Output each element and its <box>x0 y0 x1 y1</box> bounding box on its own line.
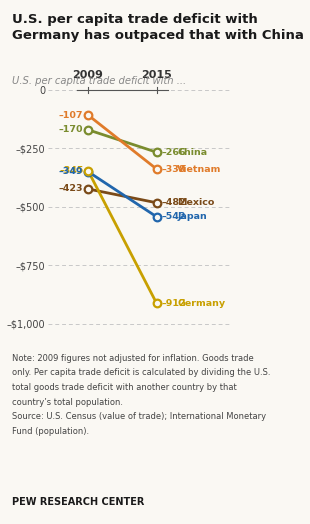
Text: –912: –912 <box>161 299 186 308</box>
Text: –170: –170 <box>59 125 83 134</box>
Text: Vietnam: Vietnam <box>177 165 222 173</box>
Text: Note: 2009 figures not adjusted for inflation. Goods trade: Note: 2009 figures not adjusted for infl… <box>12 354 254 363</box>
Text: Mexico: Mexico <box>177 198 215 208</box>
Text: –423: –423 <box>59 184 83 193</box>
Text: 2009: 2009 <box>73 70 104 80</box>
Text: Fund (population).: Fund (population). <box>12 427 90 436</box>
Text: –338: –338 <box>161 165 186 173</box>
Text: Japan: Japan <box>177 212 207 221</box>
Text: 2015: 2015 <box>141 70 172 80</box>
Text: Germany: Germany <box>177 299 225 308</box>
Text: –542: –542 <box>161 212 186 221</box>
Text: –107: –107 <box>59 111 83 119</box>
Text: total goods trade deficit with another country by that: total goods trade deficit with another c… <box>12 383 237 392</box>
Text: –482: –482 <box>161 198 186 208</box>
Text: –345: –345 <box>59 166 83 175</box>
Text: Source: U.S. Census (value of trade); International Monetary: Source: U.S. Census (value of trade); In… <box>12 412 267 421</box>
Text: U.S. per capita trade deficit with ...: U.S. per capita trade deficit with ... <box>12 76 187 86</box>
Text: China: China <box>177 148 207 157</box>
Text: only. Per capita trade deficit is calculated by dividing the U.S.: only. Per capita trade deficit is calcul… <box>12 368 271 377</box>
Text: country’s total population.: country’s total population. <box>12 398 123 407</box>
Text: –266: –266 <box>161 148 186 157</box>
Text: –349: –349 <box>59 167 83 176</box>
Text: U.S. per capita trade deficit with
Germany has outpaced that with China: U.S. per capita trade deficit with Germa… <box>12 13 304 41</box>
Text: PEW RESEARCH CENTER: PEW RESEARCH CENTER <box>12 497 145 507</box>
